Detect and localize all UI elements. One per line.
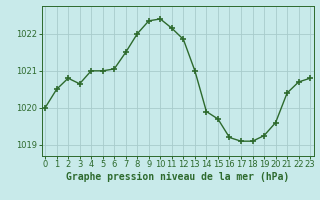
X-axis label: Graphe pression niveau de la mer (hPa): Graphe pression niveau de la mer (hPa) [66,172,289,182]
